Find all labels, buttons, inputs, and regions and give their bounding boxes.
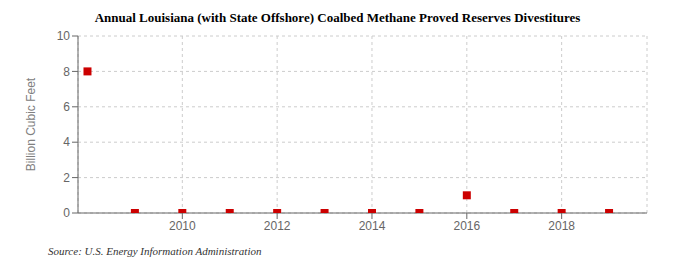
svg-text:2014: 2014 (359, 219, 386, 233)
svg-text:4: 4 (63, 135, 70, 149)
svg-text:2010: 2010 (169, 219, 196, 233)
svg-text:8: 8 (63, 65, 70, 79)
html-text:Annual Louisiana (with State O: Annual Louisiana (with State Offshore) C… (94, 10, 581, 25)
svg-text:2018: 2018 (548, 219, 575, 233)
svg-text:6: 6 (63, 100, 70, 114)
svg-text:2012: 2012 (264, 219, 291, 233)
svg-text:Billion Cubic Feet: Billion Cubic Feet (24, 77, 38, 171)
html-text:Source: U.S. Energy Informatio: Source: U.S. Energy Information Administ… (48, 245, 262, 257)
svg-text:2016: 2016 (453, 219, 480, 233)
svg-text:10: 10 (57, 29, 71, 43)
svg-text:0: 0 (63, 206, 70, 220)
svg-text:2: 2 (63, 171, 70, 185)
